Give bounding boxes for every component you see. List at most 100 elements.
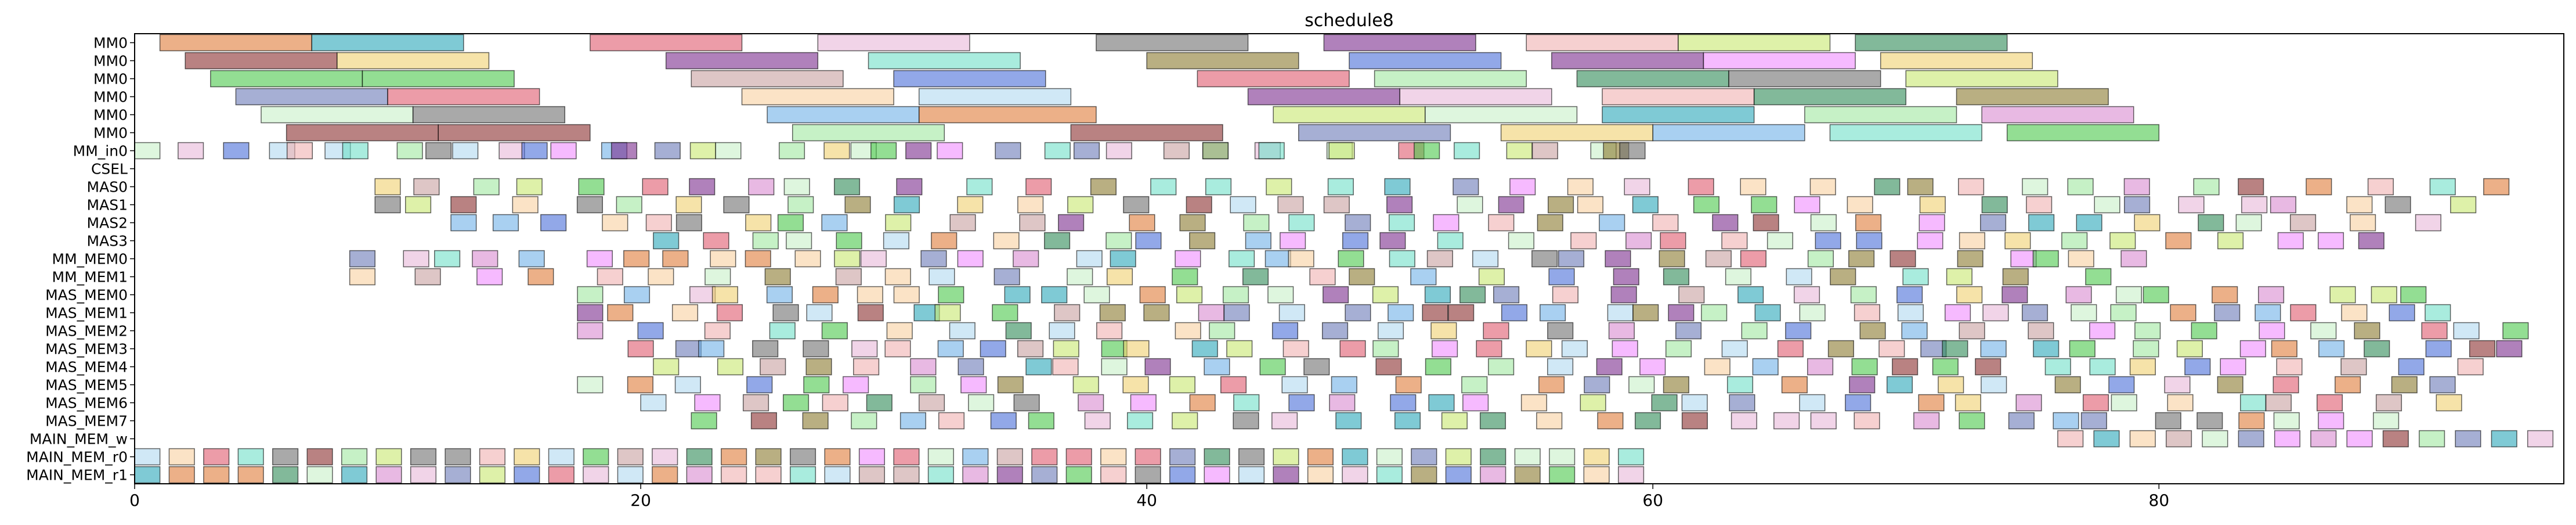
task-cell: [1896, 286, 1923, 304]
task-cell: [1186, 196, 1212, 214]
task-cell: [2076, 214, 2102, 232]
task-cell: [2450, 196, 2477, 214]
task-cell: [2129, 358, 2156, 376]
task-cell: [937, 340, 964, 358]
y-tick-label: MM_MEM1: [52, 269, 128, 286]
task-cell: [1278, 304, 1305, 322]
task-cell: [1552, 286, 1579, 304]
task-bar: [1425, 106, 1578, 124]
task-cell: [1433, 214, 1459, 232]
task-cell: [1786, 268, 1812, 286]
task-cell: [2071, 304, 2097, 322]
task-cell: [1462, 394, 1489, 412]
task-bar: [918, 106, 1097, 124]
task-cell: [2239, 394, 2267, 412]
task-cell: [2317, 232, 2344, 250]
task-cell: [2316, 394, 2343, 412]
task-cell: [1083, 286, 1110, 304]
task-cell: [2198, 214, 2224, 232]
task-cell: [1259, 358, 1286, 376]
task-bar: [1298, 124, 1451, 142]
task-cell: [410, 466, 437, 484]
task-cell: [1307, 448, 1334, 466]
task-cell: [1945, 304, 1971, 322]
task-cell: [2080, 412, 2107, 430]
task-bar: [2006, 124, 2160, 142]
task-cell: [1975, 358, 2001, 376]
task-cell: [2457, 358, 2484, 376]
y-tick-label: MAS_MEM4: [45, 359, 128, 376]
task-cell: [1619, 142, 1646, 160]
task-cell: [1441, 412, 1468, 430]
task-cell: [1605, 250, 1631, 268]
task-cell: [498, 142, 525, 160]
task-cell: [2310, 430, 2337, 448]
task-cell: [886, 322, 913, 340]
task-cell: [134, 142, 161, 160]
task-bar: [590, 34, 743, 52]
task-cell: [374, 196, 401, 214]
task-cell: [1273, 448, 1299, 466]
task-cell: [2015, 394, 2042, 412]
task-cell: [1508, 232, 1534, 250]
task-cell: [1049, 322, 1075, 340]
task-cell: [1980, 214, 2007, 232]
task-cell: [2235, 214, 2262, 232]
task-cell: [968, 394, 995, 412]
task-cell: [1483, 322, 1509, 340]
task-cell: [1886, 376, 1913, 394]
task-cell: [1754, 304, 1781, 322]
y-tick-label: MM_MEM0: [52, 251, 128, 268]
task-bar: [767, 106, 920, 124]
task-cell: [703, 232, 729, 250]
task-cell: [410, 448, 437, 466]
task-cell: [1752, 358, 1779, 376]
task-cell: [272, 466, 299, 484]
task-cell: [802, 412, 829, 430]
task-cell: [2382, 430, 2409, 448]
task-cell: [997, 376, 1024, 394]
task-cell: [662, 250, 689, 268]
task-cell: [1540, 304, 1566, 322]
task-cell: [476, 268, 503, 286]
task-cell: [654, 142, 681, 160]
task-cell: [858, 448, 886, 466]
task-cell: [1328, 142, 1355, 160]
task-cell: [1135, 466, 1161, 484]
task-cell: [927, 448, 954, 466]
task-cell: [1479, 412, 1506, 430]
task-cell: [1204, 448, 1230, 466]
task-cell: [1693, 196, 1720, 214]
task-cell: [2178, 196, 2205, 214]
task-cell: [1101, 358, 1128, 376]
y-tick-label: MAS0: [87, 179, 128, 196]
task-cell: [1448, 304, 1475, 322]
task-cell: [1851, 358, 1878, 376]
task-cell: [870, 142, 897, 160]
task-cell: [777, 214, 804, 232]
task-cell: [2238, 430, 2264, 448]
task-cell: [1238, 466, 1265, 484]
task-cell: [1625, 232, 1652, 250]
task-bar: [1500, 124, 1653, 142]
task-cell: [2265, 394, 2292, 412]
task-cell: [1271, 322, 1299, 340]
task-cell: [1223, 304, 1250, 322]
task-cell: [2436, 394, 2462, 412]
task-bar: [1146, 52, 1299, 70]
task-cell: [821, 322, 848, 340]
task-cell: [1810, 214, 1837, 232]
task-cell: [689, 178, 716, 196]
task-cell: [1957, 250, 1984, 268]
y-tick-label: MAIN_MEM_w: [30, 431, 128, 448]
task-cell: [2238, 178, 2264, 196]
task-cell: [1454, 142, 1480, 160]
task-cell: [1135, 448, 1161, 466]
task-cell: [2354, 322, 2380, 340]
task-cell: [990, 412, 1017, 430]
task-cell: [1856, 232, 1883, 250]
task-cell: [2496, 340, 2523, 358]
task-cell: [1243, 214, 1270, 232]
task-cell: [642, 178, 669, 196]
task-cell: [1721, 340, 1748, 358]
